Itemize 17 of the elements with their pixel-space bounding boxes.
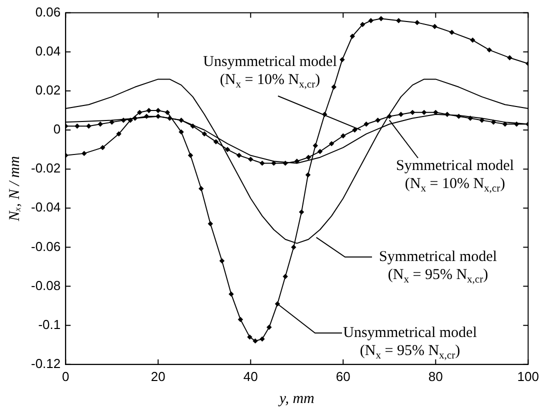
x-tick-label: 100 — [517, 368, 540, 384]
x-tick-label: 20 — [150, 368, 166, 384]
y-tick-label: -0.02 — [30, 160, 61, 176]
y-axis-title: Nₓ, N / mm — [6, 156, 23, 222]
y-tick-label: 0.04 — [35, 43, 61, 58]
y-tick-label: -0.04 — [30, 200, 61, 215]
y-tick-label: -0.06 — [30, 238, 61, 254]
x-tick-label: 80 — [428, 368, 443, 384]
x-tick-label: 60 — [336, 368, 350, 384]
y-tick-label: 0 — [53, 122, 61, 137]
y-tick-label: -0.1 — [38, 316, 61, 332]
y-tick-label: -0.12 — [30, 356, 61, 371]
y-tick-label: 0.06 — [35, 4, 61, 20]
y-tick-label: -0.08 — [30, 278, 61, 293]
y-tick-label: 0.02 — [35, 82, 61, 98]
x-tick-label: 40 — [243, 368, 258, 384]
x-axis-title: y, mm — [277, 390, 315, 407]
